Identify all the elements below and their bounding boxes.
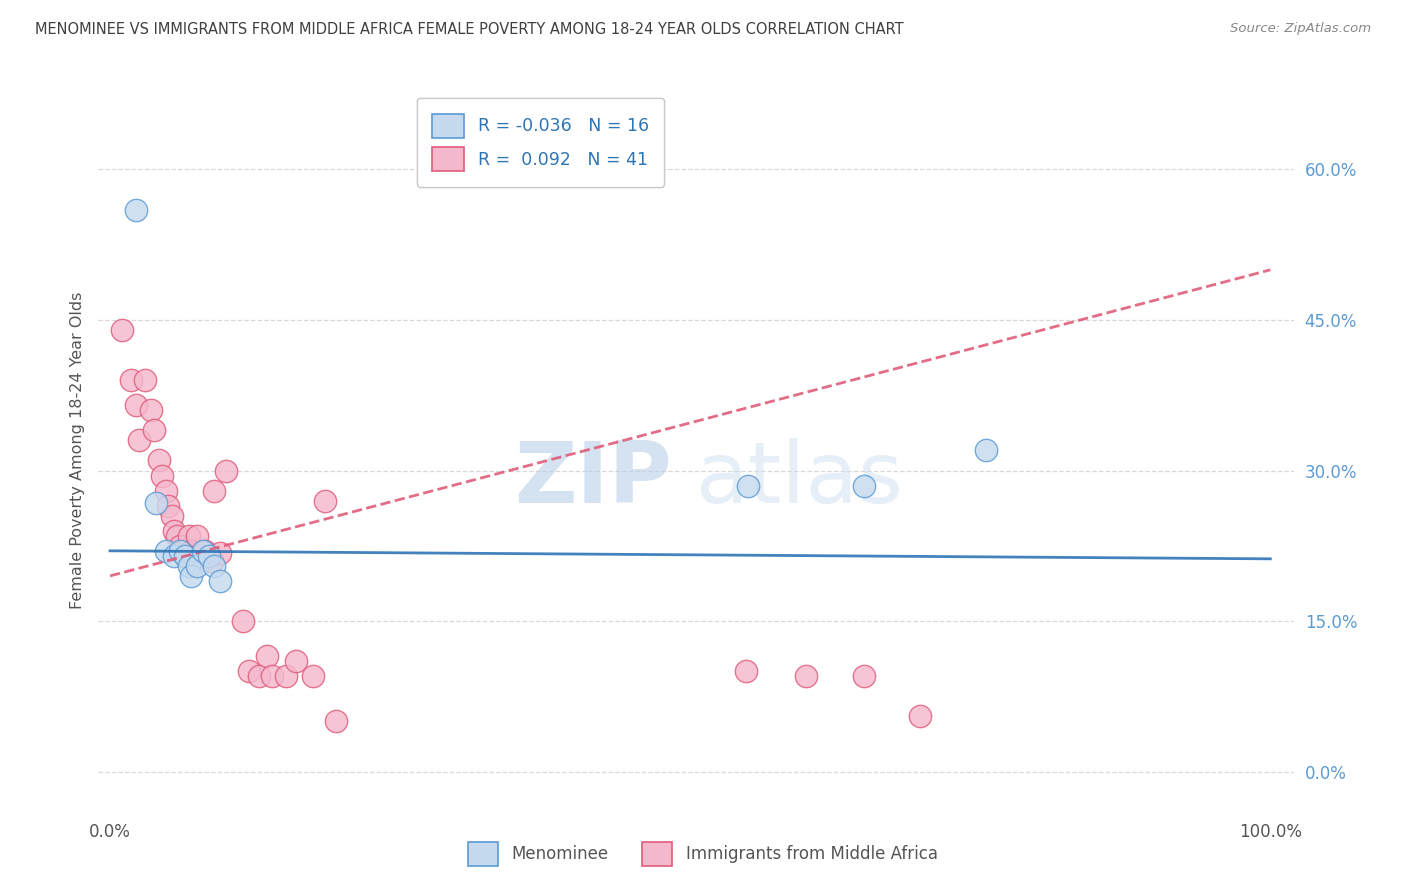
Point (204, 558, 226, 573)
Point (163, 549, 186, 563)
Point (853, 478, 876, 492)
Point (180, 569, 202, 583)
Text: atlas: atlas (696, 438, 904, 521)
Point (120, 373, 142, 387)
Point (155, 544, 177, 558)
Point (124, 202, 146, 217)
Point (128, 434, 150, 448)
Point (174, 549, 197, 563)
Point (174, 549, 197, 563)
Point (314, 493, 336, 508)
Point (194, 544, 217, 558)
Point (143, 424, 166, 438)
Point (148, 453, 170, 467)
Point (191, 544, 214, 558)
Point (163, 524, 186, 538)
Point (155, 483, 177, 498)
Point (276, 669, 298, 683)
Point (209, 574, 232, 588)
Point (186, 529, 208, 543)
Point (166, 529, 188, 543)
Point (169, 539, 191, 553)
Point (974, 443, 997, 458)
Point (145, 496, 167, 510)
Point (177, 558, 200, 573)
Point (190, 549, 212, 563)
Point (201, 554, 224, 568)
Point (157, 499, 180, 513)
Y-axis label: Female Poverty Among 18-24 Year Olds: Female Poverty Among 18-24 Year Olds (69, 292, 84, 609)
Point (262, 669, 284, 683)
Point (180, 544, 202, 558)
Legend: Menominee, Immigrants from Middle Africa: Menominee, Immigrants from Middle Africa (456, 829, 950, 880)
Point (737, 478, 759, 492)
Point (186, 558, 208, 573)
Point (204, 483, 226, 498)
Point (150, 468, 173, 483)
Text: MENOMINEE VS IMMIGRANTS FROM MIDDLE AFRICA FEMALE POVERTY AMONG 18-24 YEAR OLDS : MENOMINEE VS IMMIGRANTS FROM MIDDLE AFRI… (35, 22, 904, 37)
Point (325, 714, 347, 729)
Point (215, 464, 238, 478)
Point (197, 549, 219, 563)
Text: ZIP: ZIP (515, 438, 672, 521)
Point (124, 398, 146, 412)
Point (853, 669, 876, 683)
Point (209, 546, 232, 560)
Point (238, 664, 260, 679)
Point (908, 709, 931, 723)
Point (139, 403, 162, 417)
Point (302, 669, 325, 683)
Point (247, 669, 270, 683)
Legend: R = -0.036   N = 16, R =  0.092   N = 41: R = -0.036 N = 16, R = 0.092 N = 41 (416, 98, 665, 187)
Point (134, 373, 156, 387)
Point (256, 649, 278, 664)
Point (284, 654, 307, 668)
Point (232, 614, 254, 628)
Point (794, 669, 817, 683)
Point (169, 544, 191, 558)
Point (172, 544, 194, 558)
Point (177, 529, 200, 543)
Point (734, 664, 756, 679)
Point (197, 549, 219, 563)
Point (160, 508, 183, 523)
Point (111, 323, 134, 337)
Text: Source: ZipAtlas.com: Source: ZipAtlas.com (1230, 22, 1371, 36)
